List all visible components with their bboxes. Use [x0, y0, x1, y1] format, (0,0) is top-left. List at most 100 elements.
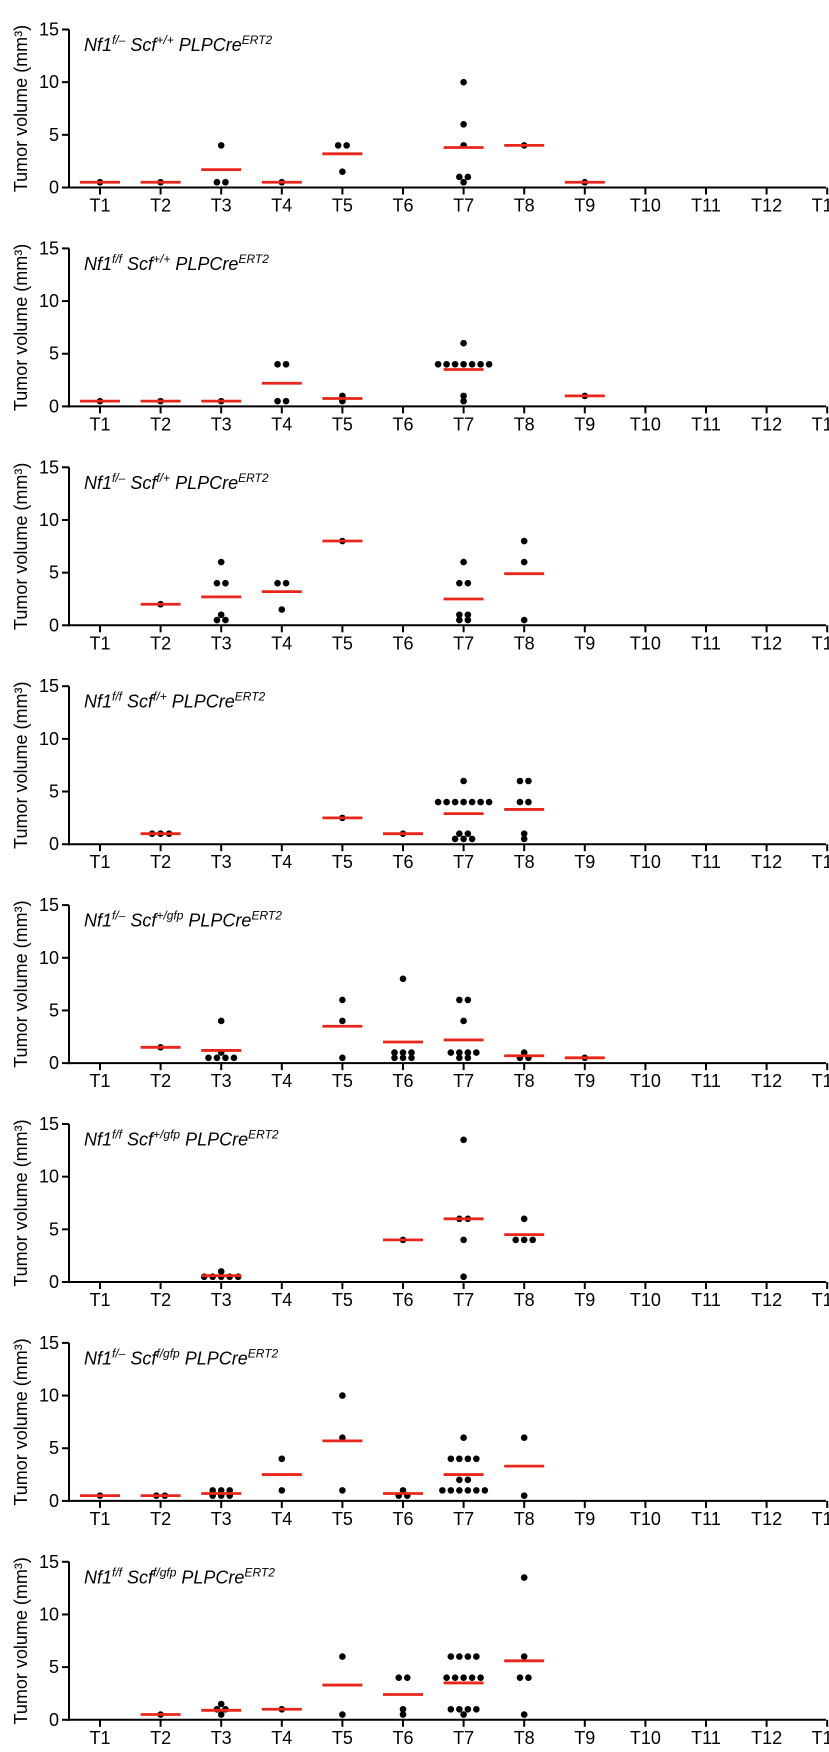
x-tick-label: T9: [574, 1728, 595, 1748]
data-point: [456, 1455, 463, 1463]
data-point: [473, 1049, 480, 1056]
data-point: [525, 798, 532, 806]
data-point: [334, 142, 342, 149]
title-superscript: f/+: [156, 471, 170, 485]
data-point: [520, 830, 528, 837]
x-tick-label: T2: [150, 1071, 171, 1091]
x-tick-label: T11: [691, 1290, 721, 1310]
title-text: Scf: [125, 35, 158, 55]
data-point: [447, 1455, 455, 1463]
title-superscript: f/–: [112, 909, 126, 923]
x-tick-label: T12: [751, 633, 782, 653]
y-tick-label: 5: [49, 1219, 59, 1239]
title-text: PLPCre: [180, 1348, 248, 1368]
title-superscript: ERT2: [251, 909, 282, 923]
chart-panel-6: 0 5 10 15 T1 T2 T3 T4 T5 T6 T7 T8 T9 T10 T11 T12 T13 Tumo…: [11, 1114, 829, 1310]
x-tick-label: T12: [751, 1071, 782, 1091]
data-point: [282, 360, 290, 368]
data-point: [520, 1215, 528, 1223]
data-point: [485, 360, 493, 368]
title-superscript: f/–: [112, 33, 126, 47]
panel-title: Nf1f/f Scff/gfp PLPCreERT2: [84, 1565, 275, 1587]
x-tick-label: T12: [751, 196, 782, 216]
data-point: [460, 1017, 467, 1025]
y-tick-label: 10: [39, 948, 59, 968]
x-tick-label: T12: [751, 852, 782, 872]
x-tick-label: T1: [89, 1728, 110, 1748]
x-tick-label: T8: [514, 1290, 535, 1310]
data-point: [520, 1236, 528, 1244]
x-tick-label: T1: [89, 1290, 110, 1310]
data-point: [460, 178, 467, 186]
y-tick-label: 0: [49, 1053, 59, 1073]
y-tick-label: 10: [39, 72, 59, 92]
x-tick-label: T2: [150, 633, 171, 653]
panel-title: Nf1f/– Scf+/+ PLPCreERT2: [84, 33, 273, 55]
data-point: [343, 142, 350, 149]
data-point: [217, 1711, 225, 1718]
title-text: PLPCre: [170, 254, 238, 274]
data-point: [213, 178, 221, 186]
x-tick-label: T13: [812, 1509, 829, 1529]
chart-panel-8: 0 5 10 15 T1 T2 T3 T4 T5 T6 T7 T8 T9 T10 T11 T12 T13 Tumo…: [11, 1552, 829, 1748]
title-superscript: +/+: [156, 33, 173, 47]
y-tick-label: 0: [49, 1710, 59, 1730]
y-axis-title: Tumor volume (mm³): [11, 1557, 31, 1724]
x-tick-label: T6: [392, 1509, 413, 1529]
data-point: [395, 1674, 403, 1681]
data-point: [520, 558, 528, 566]
x-tick-label: T12: [751, 414, 782, 434]
x-tick-label: T11: [691, 196, 721, 216]
x-tick-label: T2: [150, 1290, 171, 1310]
data-point: [456, 579, 463, 587]
data-point: [477, 798, 484, 806]
data-point: [274, 397, 281, 405]
data-point: [520, 1492, 528, 1499]
title-superscript: f/f: [112, 1128, 124, 1142]
data-point: [222, 178, 229, 186]
data-point: [464, 616, 472, 624]
title-text: PLPCre: [176, 1567, 244, 1587]
x-tick-label: T5: [332, 1728, 353, 1748]
x-tick-label: T1: [89, 196, 110, 216]
title-superscript: ERT2: [242, 33, 273, 47]
data-point: [525, 1674, 532, 1681]
data-point: [460, 339, 467, 347]
x-tick-label: T1: [89, 1071, 110, 1091]
title-superscript: ERT2: [238, 471, 269, 485]
data-point: [468, 835, 476, 843]
title-superscript: ERT2: [248, 1346, 279, 1360]
x-tick-label: T6: [392, 196, 413, 216]
title-text: PLPCre: [167, 692, 235, 712]
y-axis-title: Tumor volume (mm³): [11, 244, 31, 411]
data-point: [403, 1674, 411, 1681]
panel-title: Nf1f/f Scf+/gfp PLPCreERT2: [84, 1128, 279, 1150]
chart-panel-1: 0 5 10 15 T1 T2 T3 T4 T5 T6 T7 T8 T9 T10 T11 T12 T13 Tumo…: [11, 20, 829, 216]
title-text: Scf: [125, 911, 158, 931]
panel-title: Nf1f/f Scf+/+ PLPCreERT2: [84, 252, 269, 274]
x-tick-label: T7: [453, 196, 474, 216]
data-point: [464, 830, 472, 837]
panel-title: Nf1f/– Scff/gfp PLPCreERT2: [84, 1346, 279, 1368]
x-tick-label: T11: [691, 1509, 721, 1529]
title-superscript: ERT2: [244, 1565, 275, 1579]
x-tick-label: T12: [751, 1290, 782, 1310]
data-point: [222, 1054, 229, 1062]
x-tick-label: T2: [150, 414, 171, 434]
y-tick-label: 10: [39, 1167, 59, 1187]
data-point: [451, 1674, 459, 1681]
title-text: Scf: [125, 473, 158, 493]
x-tick-label: T5: [332, 1290, 353, 1310]
x-tick-label: T4: [271, 414, 292, 434]
chart-panel-7: 0 5 10 15 T1 T2 T3 T4 T5 T6 T7 T8 T9 T10 T11 T12 T13 Tumo…: [11, 1333, 829, 1529]
x-tick-label: T4: [271, 1509, 292, 1529]
data-point: [468, 360, 476, 368]
data-point: [339, 1711, 346, 1718]
y-tick-label: 15: [39, 676, 59, 696]
x-tick-label: T13: [812, 414, 829, 434]
chart-panel-4: 0 5 10 15 T1 T2 T3 T4 T5 T6 T7 T8 T9 T10 T11 T12 T13 Tumo…: [11, 676, 829, 872]
chart-panel-2: 0 5 10 15 T1 T2 T3 T4 T5 T6 T7 T8 T9 T10 T11 T12 T13 Tumo…: [11, 238, 829, 434]
title-text: Scf: [122, 254, 155, 274]
data-point: [391, 1049, 398, 1056]
